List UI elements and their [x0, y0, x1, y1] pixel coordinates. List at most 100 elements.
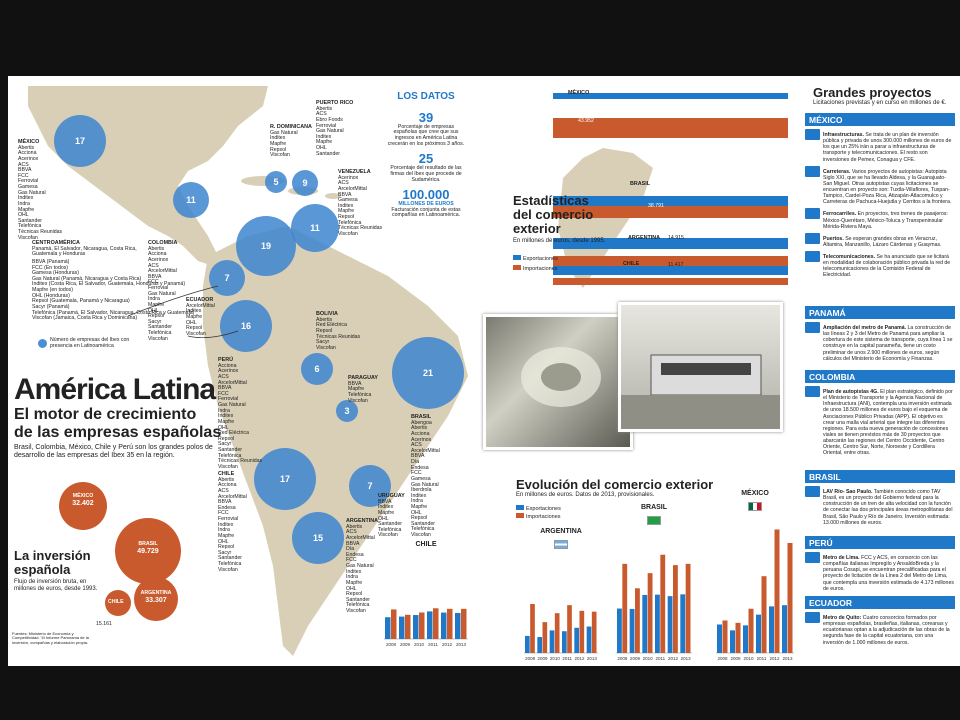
company-count-bubble	[336, 400, 358, 422]
export-bar	[769, 606, 774, 653]
year-tick: 2009	[537, 656, 548, 661]
trade-flow-arrow	[553, 256, 788, 267]
export-bar	[413, 614, 419, 639]
import-bar	[461, 608, 467, 639]
bolivia-list: BOLIVIA Abertis Red Eléctrica Repsol Téc…	[316, 311, 361, 351]
company-count-bubble	[292, 512, 344, 564]
bubble-count: 16	[241, 321, 251, 331]
flow-argentina-imp: 26.625	[668, 251, 684, 257]
chile-bars: 2008 2009 2010 2011 2012 2013	[384, 607, 468, 647]
peru-list: PERÚ Acciona Acerinox ACS ArcelorMittal …	[218, 357, 263, 470]
year-tick: 2011	[562, 656, 572, 661]
trade-flow-arrow	[553, 118, 788, 138]
proyectos-peru: PERÚ Metro de Lima. FCC y ACS, en consor…	[805, 536, 955, 592]
colombia-list: COLOMBIA Abertis Acciona Acerinox ACS Ar…	[148, 240, 178, 342]
flow-mexico-imp: 43.952	[578, 118, 594, 124]
bubble-count: 9	[302, 178, 307, 188]
export-bar	[562, 631, 567, 653]
brasil-bars: 2008 2009 2010 2011 2012 2013	[616, 554, 692, 661]
company-count-bubble	[292, 170, 318, 196]
sources-note: Fuentes: Ministerio de Economía y Compet…	[12, 631, 89, 645]
export-bar	[743, 625, 748, 653]
flow-argentina-label: ARGENTINA	[628, 235, 661, 241]
import-bar	[660, 554, 666, 653]
export-bar	[680, 594, 686, 653]
centroamerica-list: CENTROAMÉRICA Panamá, El Salvador, Nicar…	[32, 240, 194, 322]
inv-argentina: ARGENTINA 33.307	[140, 590, 172, 604]
export-bar	[399, 616, 405, 639]
import-bar	[530, 603, 535, 653]
import-bar	[673, 564, 678, 653]
train-icon	[805, 208, 820, 220]
export-bar	[756, 614, 761, 653]
company-count-bubble	[54, 115, 106, 167]
metro-train-photo	[618, 302, 783, 432]
latin-america-map: 17 11 5 9 11 19 7 16 6 21 3 17 7 15	[8, 86, 488, 666]
puertorico-list: PUERTO RICO Abertis ACS Ebro Foods Ferro…	[316, 100, 354, 157]
flow-brasil-label: BRASIL	[630, 181, 651, 187]
import-bar	[391, 608, 397, 639]
inversion-title: La inversión española Flujo de inversión…	[14, 548, 98, 593]
venezuela-list: VENEZUELA Acerinox ACS ArcelorMittal BBV…	[338, 169, 383, 237]
import-bar	[647, 572, 653, 653]
flow-chile-imp: 15.356	[668, 278, 684, 284]
export-bar	[427, 610, 433, 639]
year-tick: 2010	[550, 656, 561, 661]
bubble-count: 5	[273, 177, 278, 187]
page-intro: Brasil, Colombia, México, Chile y Perú s…	[14, 443, 213, 460]
year-tick: 2010	[414, 642, 425, 647]
year-tick: 2011	[655, 656, 665, 661]
company-count-bubble	[301, 353, 333, 385]
company-count-bubble	[291, 204, 339, 252]
import-bar	[622, 563, 628, 653]
flow-brasil-exp: 28.068	[648, 191, 664, 197]
import-bar	[447, 608, 453, 639]
antenna-icon	[805, 251, 820, 262]
year-tick: 2010	[743, 656, 754, 661]
ecuador-list: ECUADOR ArcelorMittal Inditex Mapfre OHL…	[186, 297, 215, 337]
brasil-flag-icon	[647, 515, 661, 525]
company-count-bubble	[349, 465, 391, 507]
trade-flow-arrow	[553, 266, 788, 275]
import-bar	[554, 612, 560, 653]
import-bar	[542, 621, 548, 653]
map-legend: Número de empresas del Ibex con presenci…	[38, 337, 138, 349]
mexico-chart: MÉXICO 2008 2009 2010 2011 2012 2013	[708, 490, 802, 666]
year-tick: 2013	[456, 642, 467, 647]
bubble-count: 6	[314, 364, 319, 374]
flow-mexico-exp: 40.247	[578, 101, 594, 107]
import-bar	[591, 611, 597, 653]
import-bar	[761, 576, 767, 653]
infographic-page: 17 11 5 9 11 19 7 16 6 21 3 17 7 15 MÉXICO Abertis Ac…	[8, 76, 960, 666]
export-bar	[455, 612, 461, 639]
paraguay-list: PARAGUAY BBVA Mapfre Telefónica Viscofan	[348, 375, 378, 404]
argentina-bars: 2008 2009 2010 2011 2012 2013	[524, 603, 598, 661]
year-tick: 2009	[630, 656, 641, 661]
flow-chile-exp: 11.417	[668, 262, 684, 268]
argentina-chart: ARGENTINA 2008 2009 2010 2011 2012 2013	[516, 528, 606, 666]
los-datos-panel: LOS DATOS 39 Porcentaje de empresas espa…	[387, 91, 465, 219]
bubble-count: 11	[186, 195, 196, 205]
tunnel-photo	[483, 314, 633, 450]
export-bar	[385, 616, 391, 639]
inv-mexico: MÉXICO 32.402	[72, 493, 94, 507]
year-tick: 2010	[643, 656, 654, 661]
inv-brasil: BRASIL 49.729	[137, 541, 159, 555]
mexico-list: MÉXICO Abertis Acciona Acerinox ACS BBVA…	[18, 139, 63, 241]
evolucion-title: Evolución del comercio exterior En millo…	[516, 477, 714, 521]
import-bar	[685, 563, 691, 653]
year-tick: 2012	[668, 656, 679, 661]
bubble-count: 7	[367, 481, 372, 491]
bubble-count: 15	[313, 533, 323, 543]
import-bar	[787, 542, 793, 653]
export-bar	[782, 605, 787, 653]
brasil-list: BRASIL Abengoa Abertis Acciona Acerinox …	[411, 414, 440, 539]
flow-mexico-label: MÉXICO	[568, 90, 590, 96]
metro-icon	[805, 552, 820, 563]
year-tick: 2009	[400, 642, 411, 647]
brasil-chart: BRASIL 2008 2009 2010 2011 2012 2013	[608, 504, 700, 666]
export-bar	[574, 627, 579, 653]
year-tick: 2008	[617, 656, 628, 661]
year-tick: 2013	[587, 656, 598, 661]
year-tick: 2012	[769, 656, 780, 661]
